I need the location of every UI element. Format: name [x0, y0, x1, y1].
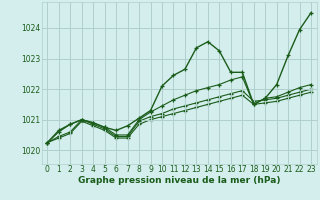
X-axis label: Graphe pression niveau de la mer (hPa): Graphe pression niveau de la mer (hPa) — [78, 176, 280, 185]
